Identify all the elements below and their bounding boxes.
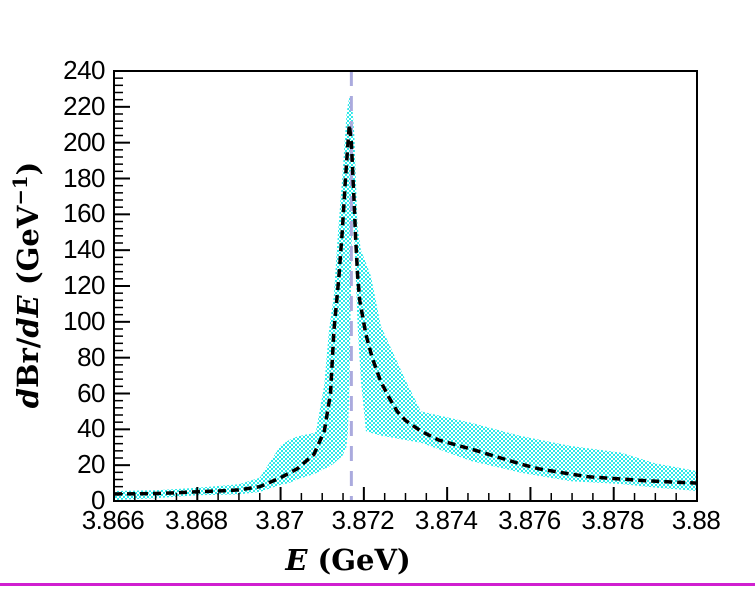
axis-title-part: E [285, 543, 308, 577]
y-tick-label: 40 [77, 413, 105, 444]
y-tick-label: 140 [63, 234, 105, 265]
x-tick-label: 3.88 [671, 505, 721, 535]
x-axis-title: E (GeV) [0, 543, 696, 577]
y-tick-label: 120 [63, 270, 105, 300]
axis-title-part: dE [11, 295, 45, 338]
uncertainty-band [114, 97, 697, 501]
y-tick-label: 160 [63, 198, 105, 229]
window-edge-accent-line [0, 583, 755, 586]
x-tick-label: 3.878 [581, 505, 644, 535]
x-tick-label: 3.87 [255, 505, 304, 535]
central-curve [113, 124, 698, 496]
y-tick-label: 100 [63, 305, 105, 336]
axis-title-part: (GeV [11, 205, 45, 296]
axis-title-part: / [11, 337, 45, 349]
plot-area [113, 70, 698, 502]
x-tick-label: 3.874 [414, 505, 478, 535]
y-tick-label: 220 [63, 90, 105, 121]
y-axis-title: dBr/dE (GeV−1) [8, 140, 45, 430]
axis-title-part: Br [11, 348, 45, 388]
y-tick-label: 80 [77, 341, 105, 372]
axis-title-part: d [11, 388, 45, 409]
y-tick-label: 0 [91, 485, 105, 515]
x-tick-label: 3.868 [164, 505, 228, 535]
axis-title-part: ) [11, 161, 45, 176]
y-tick-label: 60 [77, 377, 105, 408]
y-tick-label: 180 [63, 162, 105, 193]
y-tick-label: 200 [63, 126, 105, 157]
y-tick-label: 240 [63, 55, 105, 85]
axis-title-part: (GeV) [307, 543, 411, 577]
axis-title-part: −1 [8, 175, 33, 206]
x-tick-label: 3.866 [81, 505, 145, 535]
x-tick-label: 3.876 [498, 505, 561, 535]
y-tick-label: 20 [77, 449, 105, 480]
x-tick-label: 3.872 [331, 505, 395, 535]
